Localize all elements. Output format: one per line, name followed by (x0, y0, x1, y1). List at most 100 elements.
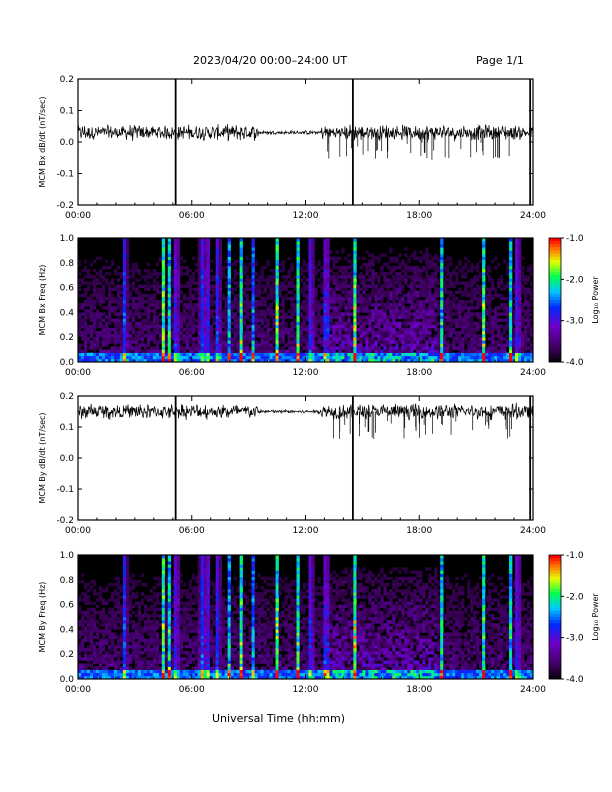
spectrogram-cell (218, 346, 222, 350)
spectrogram-cell (326, 272, 330, 276)
spectrogram-cell (248, 262, 252, 267)
spectrogram-cell (89, 617, 94, 621)
spectrogram-cell (509, 321, 513, 326)
spectrogram-cell (299, 337, 303, 341)
spectrogram-cell (269, 303, 273, 307)
spectrogram-cell (95, 300, 100, 304)
spectrogram-cell (161, 315, 166, 319)
spectrogram-cell (122, 651, 127, 655)
spectrogram-cell (305, 293, 309, 298)
spectrogram-cell (104, 626, 109, 630)
spectrogram-cell (338, 355, 342, 360)
spectrogram-cell (350, 331, 354, 335)
spectrogram-cell (278, 281, 282, 285)
spectrogram-cell (137, 296, 142, 301)
spectrogram-cell (485, 303, 489, 307)
spectrogram-cell (431, 284, 435, 288)
spectrogram-cell (314, 355, 318, 360)
spectrogram-cell (347, 303, 351, 307)
spectrogram-cell (458, 309, 462, 313)
spectrogram-cell (437, 309, 441, 313)
spectrogram-cell (356, 321, 360, 326)
spectrogram-cell (377, 309, 381, 313)
spectrogram-cell (296, 340, 300, 344)
spectrogram-cell (395, 321, 399, 326)
spectrogram-cell (290, 321, 294, 326)
spectrogram-cell (182, 284, 187, 288)
spectrogram-cell (482, 250, 486, 254)
spectrogram-cell (149, 349, 154, 353)
spectrogram-cell (293, 324, 297, 329)
spectrogram-cell (218, 334, 222, 338)
spectrogram-cell (236, 284, 240, 288)
spectrogram-cell (467, 358, 471, 363)
spectrogram-cell (494, 349, 498, 353)
spectrogram-cell (350, 306, 354, 310)
spectrogram-cell (101, 327, 106, 332)
spectrogram-cell (326, 259, 330, 264)
spectrogram-cell (89, 352, 94, 357)
spectrogram-cell (239, 337, 243, 341)
spectrogram-cell (110, 607, 115, 612)
spectrogram-cell (503, 355, 507, 360)
spectrogram-cell (119, 334, 124, 338)
spectrogram-cell (125, 238, 130, 242)
spectrogram-cell (473, 334, 477, 338)
spectrogram-cell (323, 315, 327, 319)
spectrogram-cell (350, 343, 354, 347)
spectrogram-cell (158, 337, 163, 341)
spectrogram-cell (482, 284, 486, 288)
spectrogram-cell (353, 265, 357, 270)
spectrogram-cell (416, 337, 420, 341)
spectrogram-cell (353, 327, 357, 332)
colorbar-cell (549, 315, 561, 319)
spectrogram-cell (92, 660, 97, 664)
spectrogram-cell (242, 343, 246, 347)
spectrogram-cell (278, 355, 282, 360)
spectrogram-cell (101, 296, 106, 301)
spectrogram-cell (311, 306, 315, 310)
spectrogram-cell (125, 576, 130, 581)
spectrogram-cell (386, 293, 390, 298)
spectrogram-cell (413, 269, 417, 273)
spectrogram-cell (95, 669, 100, 674)
spectrogram-cell (176, 238, 181, 242)
spectrogram-cell (515, 340, 519, 344)
spectrogram-cell (281, 321, 285, 326)
spectrogram-cell (113, 620, 118, 624)
spectrogram-cell (158, 355, 163, 360)
spectrogram-cell (434, 287, 438, 291)
spectrogram-cell (290, 334, 294, 338)
spectrogram-cell (503, 303, 507, 307)
spectrogram-cell (134, 675, 139, 680)
spectrogram-cell (110, 660, 115, 664)
spectrogram-cell (221, 272, 225, 276)
spectrogram-cell (206, 278, 211, 282)
spectrogram-cell (428, 346, 432, 350)
spectrogram-cell (341, 327, 345, 332)
spectrogram-cell (500, 352, 504, 357)
spectrogram-cell (518, 278, 522, 282)
spectrogram-cell (212, 290, 216, 295)
spectrogram-cell (125, 641, 130, 646)
spectrogram-cell (212, 287, 216, 291)
spectrogram-cell (176, 334, 181, 338)
spectrogram-cell (176, 287, 181, 291)
spectrogram-cell (365, 272, 369, 276)
spectrogram-cell (209, 284, 213, 288)
spectrogram-cell (116, 666, 121, 670)
spectrogram-cell (323, 343, 327, 347)
spectrogram-cell (461, 269, 465, 273)
spectrogram-cell (239, 250, 243, 254)
spectrogram-cell (449, 272, 453, 276)
spectrogram-cell (350, 337, 354, 341)
spectrogram-cell (344, 293, 348, 298)
spectrogram-cell (392, 275, 396, 279)
spectrogram-cell (155, 287, 160, 291)
spectrogram-cell (401, 275, 405, 279)
spectrogram-cell (89, 309, 94, 313)
spectrogram-cell (101, 340, 106, 344)
spectrogram-cell (512, 355, 516, 360)
spectrogram-cell (515, 247, 519, 251)
spectrogram-cell (470, 262, 474, 267)
